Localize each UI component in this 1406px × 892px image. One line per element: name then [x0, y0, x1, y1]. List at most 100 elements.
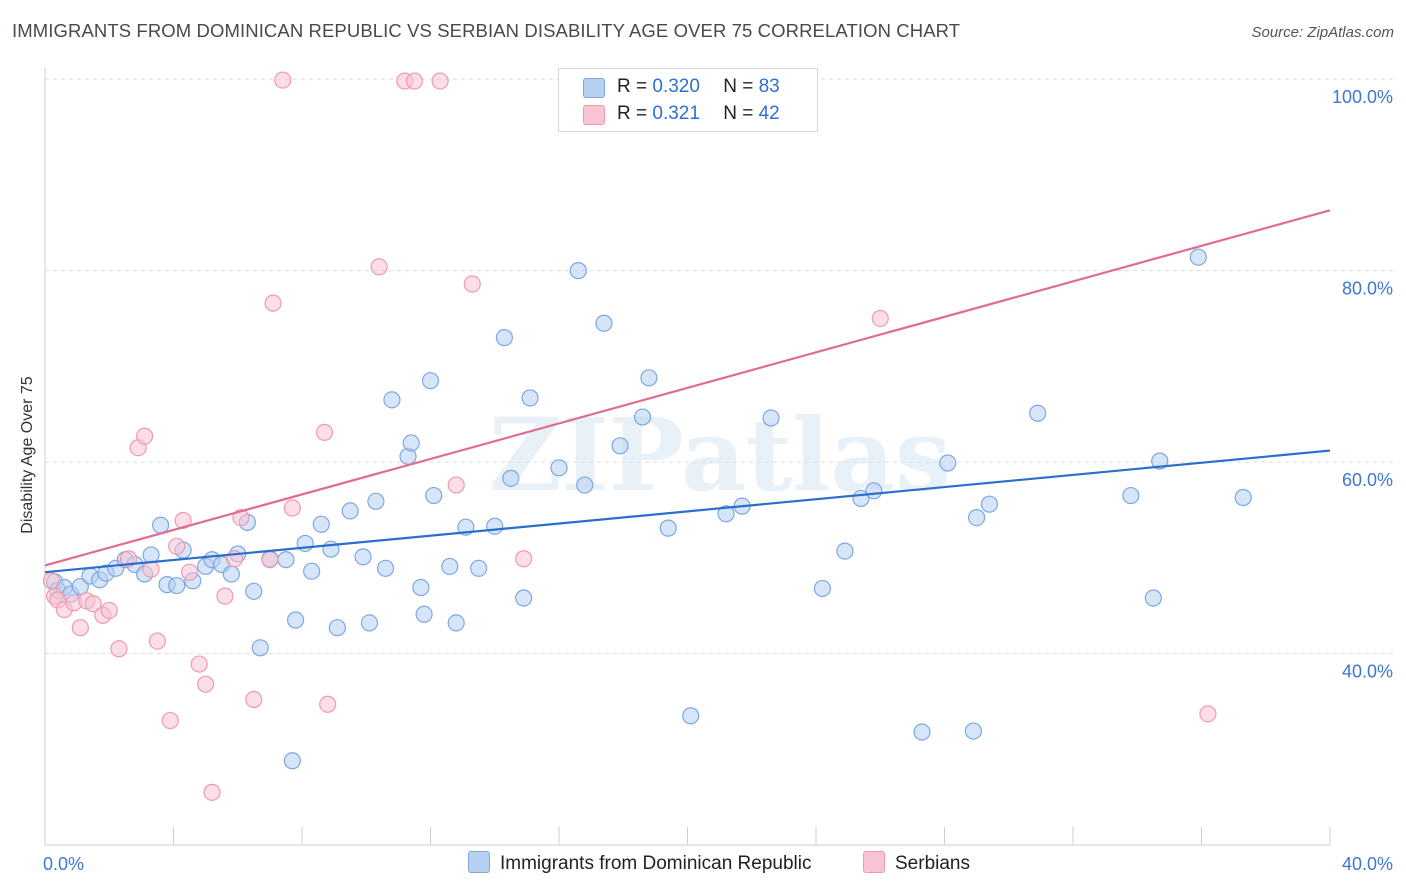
legend-row-dominican: R = 0.320 N = 83 [583, 76, 780, 98]
data-point [447, 476, 465, 494]
data-point [203, 783, 221, 801]
legend-r-value: 0.321 [652, 103, 700, 124]
data-point [42, 572, 61, 590]
legend-swatch-blue [583, 78, 605, 98]
data-point [550, 459, 568, 477]
data-point [964, 722, 983, 740]
bottom-legend-dominican: Immigrants from Dominican Republic [468, 851, 812, 875]
data-point [312, 515, 330, 533]
legend-n-label: N = [723, 76, 759, 97]
data-point [135, 427, 154, 445]
bottom-legend-label: Immigrants from Dominican Republic [500, 853, 812, 874]
data-point [222, 565, 240, 583]
data-point [360, 614, 379, 632]
data-point [354, 548, 372, 566]
legend-n-value: 42 [758, 103, 780, 124]
data-point [836, 542, 854, 560]
data-point [274, 71, 292, 89]
data-point [421, 372, 440, 390]
data-point [245, 582, 263, 600]
y-axis-label: Disability Age Over 75 [19, 376, 36, 534]
data-point [303, 562, 321, 580]
data-point [1199, 705, 1217, 723]
source-credit: Source: ZipAtlas.com [1251, 24, 1394, 41]
bottom-legend-label: Serbians [895, 853, 970, 874]
data-point [415, 605, 433, 623]
data-point [328, 619, 346, 637]
data-point [264, 294, 282, 312]
x-tick-label-min: 0.0% [43, 854, 84, 874]
data-point [283, 752, 301, 770]
data-point [486, 517, 504, 535]
data-point [402, 434, 420, 452]
data-point [251, 639, 269, 657]
data-point [813, 579, 832, 598]
data-point [232, 508, 250, 527]
data-point [341, 502, 359, 520]
data-point [447, 614, 465, 632]
data-point [682, 707, 700, 725]
data-point [871, 309, 889, 328]
data-point [245, 690, 263, 709]
data-point [515, 550, 533, 568]
data-point [370, 258, 388, 276]
bottom-legend-swatch-pink [863, 851, 885, 873]
data-point [633, 408, 652, 426]
y-tick-label: 80.0% [1342, 279, 1393, 299]
data-point [865, 482, 883, 500]
data-point [1122, 486, 1140, 505]
y-tick-label: 60.0% [1342, 470, 1393, 490]
legend-r-label: R = [617, 76, 653, 97]
data-point [376, 559, 395, 577]
data-point [71, 577, 89, 596]
legend-swatch-pink [583, 105, 605, 125]
data-point [405, 72, 424, 90]
data-point [576, 476, 594, 494]
data-point [1029, 404, 1047, 422]
data-point [286, 611, 305, 629]
data-point [261, 551, 279, 569]
legend-n-value: 83 [758, 76, 780, 97]
legend-n-label: N = [723, 103, 759, 124]
data-point [495, 329, 513, 347]
data-point [319, 695, 337, 713]
data-point [190, 655, 208, 673]
bottom-legend-swatch-blue [468, 851, 490, 873]
data-point [71, 619, 89, 637]
trend-lines [44, 209, 1331, 574]
data-point [463, 275, 481, 293]
data-point [174, 511, 192, 530]
data-point [84, 595, 102, 613]
y-tick-label: 40.0% [1342, 662, 1393, 682]
x-tick-label-max: 40.0% [1342, 854, 1393, 874]
data-point [1189, 248, 1207, 266]
axes [44, 68, 1331, 846]
gridlines [45, 78, 1393, 655]
watermark: ZIPatlas [489, 396, 951, 514]
series-serbian-points [42, 71, 1217, 801]
data-point [640, 369, 658, 387]
data-point [441, 557, 459, 576]
trend-line-dominican [44, 449, 1331, 574]
data-point [110, 640, 128, 658]
data-point [595, 314, 613, 332]
data-point [425, 486, 443, 505]
data-point [277, 551, 295, 569]
data-point [569, 262, 587, 280]
data-point [980, 495, 999, 513]
data-point [717, 505, 735, 523]
legend-row-serbian: R = 0.321 N = 42 [583, 103, 780, 125]
data-point [161, 711, 179, 730]
data-point [119, 550, 138, 568]
series-dominican-points [46, 248, 1252, 770]
data-point [168, 537, 186, 555]
data-point [100, 601, 118, 620]
data-point [521, 389, 539, 407]
data-point [1144, 589, 1162, 607]
y-tick-labels: 40.0% 60.0% 80.0% 100.0% [1332, 87, 1393, 681]
data-point [1234, 488, 1252, 507]
data-point [315, 423, 334, 441]
data-point [502, 469, 520, 487]
data-point [180, 563, 199, 581]
